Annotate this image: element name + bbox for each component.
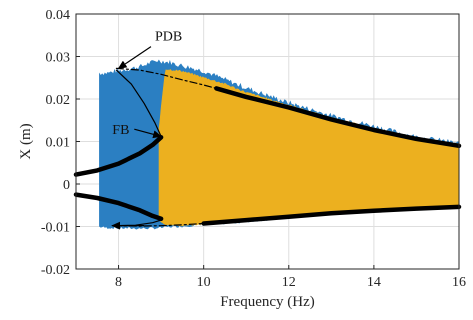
y-tick-label: 0 — [63, 178, 70, 193]
x-axis-label: Frequency (Hz) — [220, 294, 315, 310]
branch-stable-branch-upper-high — [214, 86, 462, 149]
branch-stable-branch-lower-high — [201, 204, 462, 226]
axis-ticks: 8 10 12 14 16 -0.02 -0.01 0 0.01 0.02 0.03 0.04 — [41, 8, 466, 290]
y-tick-label: 0.03 — [46, 51, 71, 66]
y-tick-label: -0.01 — [41, 221, 70, 236]
x-tick-label: 10 — [197, 275, 211, 290]
branch-stable-branch-upper-low — [73, 135, 164, 177]
x-tick-label: 12 — [282, 275, 296, 290]
x-tick-label: 16 — [452, 275, 466, 290]
x-tick-label: 14 — [367, 275, 381, 290]
envelope-series-2 — [158, 69, 460, 227]
annotation-label-pdb: PDB — [155, 30, 182, 45]
y-tick-label: -0.02 — [41, 263, 70, 278]
branch-unstable-branch-upper-middle — [115, 69, 162, 137]
y-axis-label: X (m) — [18, 123, 34, 159]
y-tick-label: 0.04 — [46, 8, 71, 23]
branch-unstable-branch-upper-high — [115, 67, 217, 89]
y-tick-label: 0.02 — [46, 93, 71, 108]
annotation-arrow — [117, 46, 152, 69]
annotations: PDB FB — [111, 30, 182, 230]
branch-stable-branch-lower-low — [73, 192, 164, 222]
x-tick-label: 8 — [115, 275, 122, 290]
annotation-label-fb: FB — [112, 123, 129, 138]
annotation-arrow — [134, 128, 163, 139]
y-tick-label: 0.01 — [46, 136, 71, 151]
